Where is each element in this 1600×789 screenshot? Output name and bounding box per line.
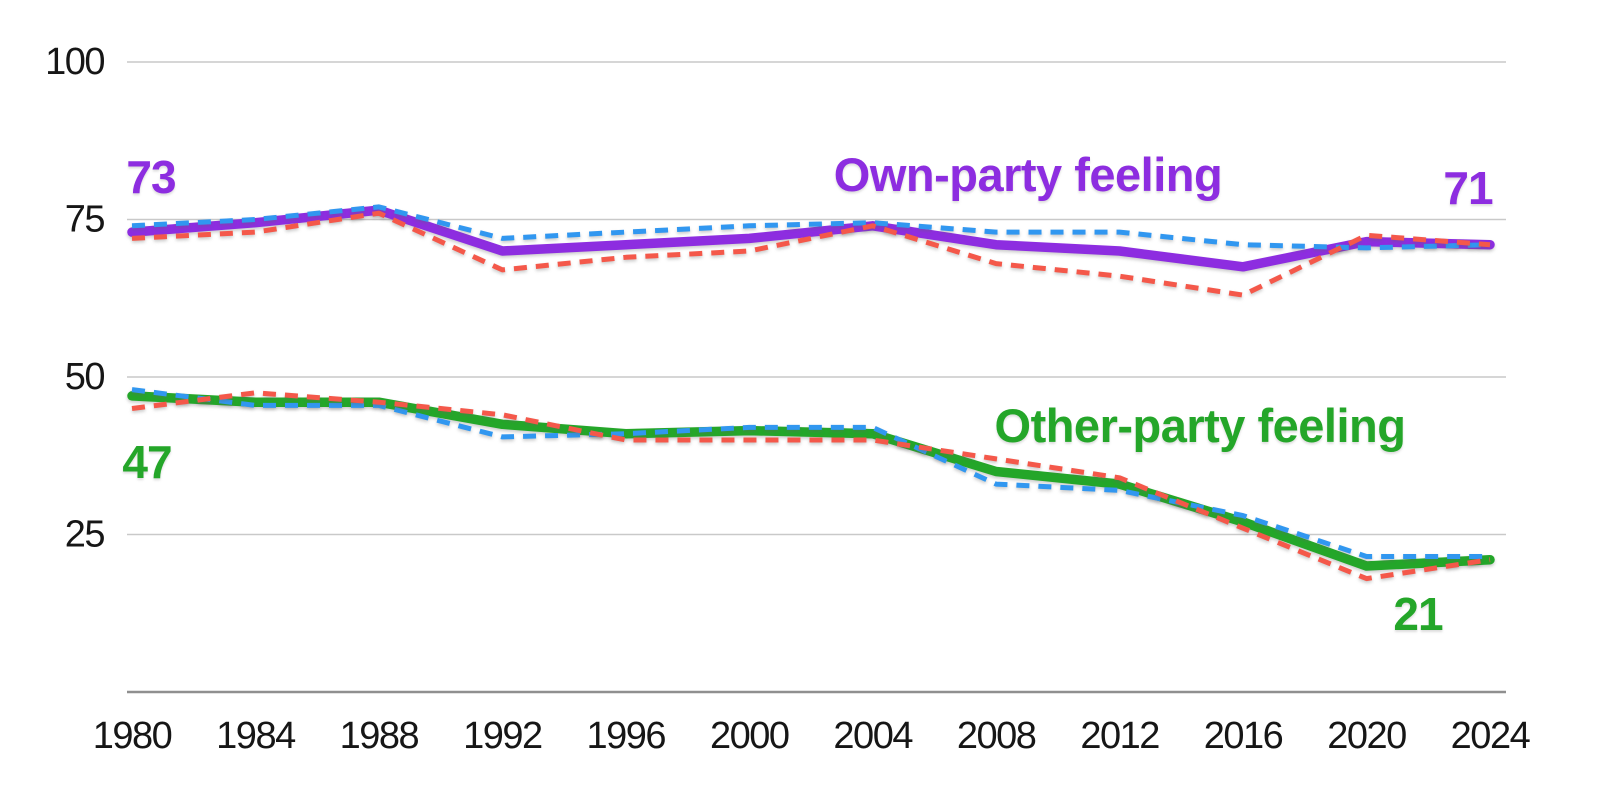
annotations: 73 71 47 21 Own-party feeling Other-part…: [122, 148, 1494, 640]
x-axis-tick-label: 2008: [957, 715, 1036, 757]
y-axis-tick-label: 25: [65, 514, 105, 556]
series-line-own-party-dashed-blue: [131, 204, 1491, 251]
y-axis-tick-label: 50: [65, 356, 105, 398]
own-party-start-value: 73: [126, 151, 175, 203]
y-axis-tick-label: 100: [45, 41, 104, 83]
x-axis-tick-label: 2016: [1204, 715, 1283, 757]
x-axis-tick-label: 1992: [463, 715, 542, 757]
other-party-series-label: Other-party feeling: [995, 399, 1406, 452]
series-line-other-party-dashed-red: [131, 390, 1491, 582]
x-axis-tick-label: 1984: [216, 715, 296, 757]
x-axis-tick-label: 1988: [340, 715, 419, 757]
x-axis-tick-label: 2012: [1080, 715, 1159, 757]
x-axis-tick-label: 2000: [710, 715, 789, 757]
series-line-other-party-dashed-blue: [131, 387, 1490, 559]
other-party-end-value: 21: [1393, 588, 1443, 640]
y-axis-tick-label: 75: [65, 199, 105, 241]
x-axis-tick-label: 2004: [833, 715, 913, 757]
series-lines: [127, 204, 1495, 582]
gridlines-and-axes: [127, 61, 1506, 694]
x-axis-tick-label: 1996: [587, 715, 666, 757]
series-line-own-party-overall: [127, 205, 1495, 272]
own-party-series-label: Own-party feeling: [834, 148, 1222, 201]
x-axis-tick-label: 2024: [1451, 715, 1531, 757]
x-axis-tick-label: 2020: [1327, 715, 1406, 757]
axis-tick-labels: 100 75 50 25 1980 1984 1988 1992 1996 2000 2004 200…: [45, 41, 1532, 757]
x-axis-tick-label: 1980: [93, 715, 172, 757]
other-party-start-value: 47: [122, 436, 171, 488]
series-line-own-party-dashed-red: [131, 210, 1491, 298]
own-party-end-value: 71: [1443, 162, 1493, 214]
